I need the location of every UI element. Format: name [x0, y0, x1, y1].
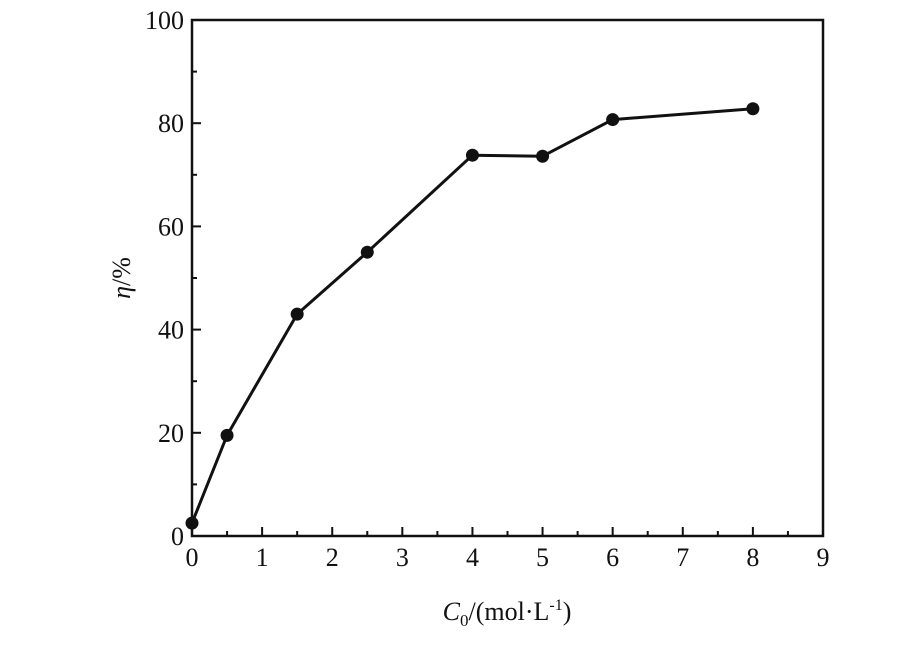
tick-labels: 0 1 2 3 4 5 6 7 8 9 0 20 40 60 80 100 — [145, 6, 830, 572]
x-axis-title: C0/(mol·L-1) — [443, 597, 572, 630]
y-tick-label: 100 — [145, 6, 184, 35]
data-point — [290, 307, 304, 321]
x-axis-title-subscript: 0 — [460, 611, 469, 630]
series-line — [190, 107, 754, 524]
y-axis-title-symbol: η — [107, 286, 136, 299]
y-tick-label: 80 — [158, 109, 184, 138]
x-tick-label: 2 — [326, 543, 339, 572]
data-point — [465, 148, 479, 162]
x-tick-label: 3 — [396, 543, 409, 572]
y-tick-label: 20 — [158, 419, 184, 448]
y-tick-label: 60 — [158, 212, 184, 241]
data-point — [746, 102, 760, 116]
data-point — [360, 245, 374, 259]
x-tick-label: 0 — [186, 543, 199, 572]
data-point — [185, 516, 199, 530]
x-axis-title-unit: /(mol·L — [468, 597, 549, 626]
data-point — [536, 149, 550, 163]
series-layer — [185, 102, 760, 530]
x-tick-label: 9 — [817, 543, 830, 572]
x-axis-title-superscript: -1 — [549, 597, 562, 614]
y-axis-title: η/% — [107, 257, 136, 299]
data-point — [220, 428, 234, 442]
x-axis-title-symbol: C — [443, 597, 461, 626]
y-tick-label: 0 — [171, 522, 184, 551]
data-point — [606, 113, 620, 127]
axis-ticks — [191, 19, 824, 537]
x-tick-label: 1 — [256, 543, 269, 572]
plot-frame — [190, 18, 825, 538]
y-axis-title-unit: /% — [107, 257, 136, 286]
x-axis-title-close: ) — [563, 597, 572, 626]
x-tick-label: 4 — [466, 543, 479, 572]
x-tick-label: 6 — [606, 543, 619, 572]
x-tick-label: 8 — [746, 543, 759, 572]
x-tick-label: 5 — [536, 543, 549, 572]
y-tick-label: 40 — [158, 316, 184, 345]
x-tick-label: 7 — [676, 543, 689, 572]
